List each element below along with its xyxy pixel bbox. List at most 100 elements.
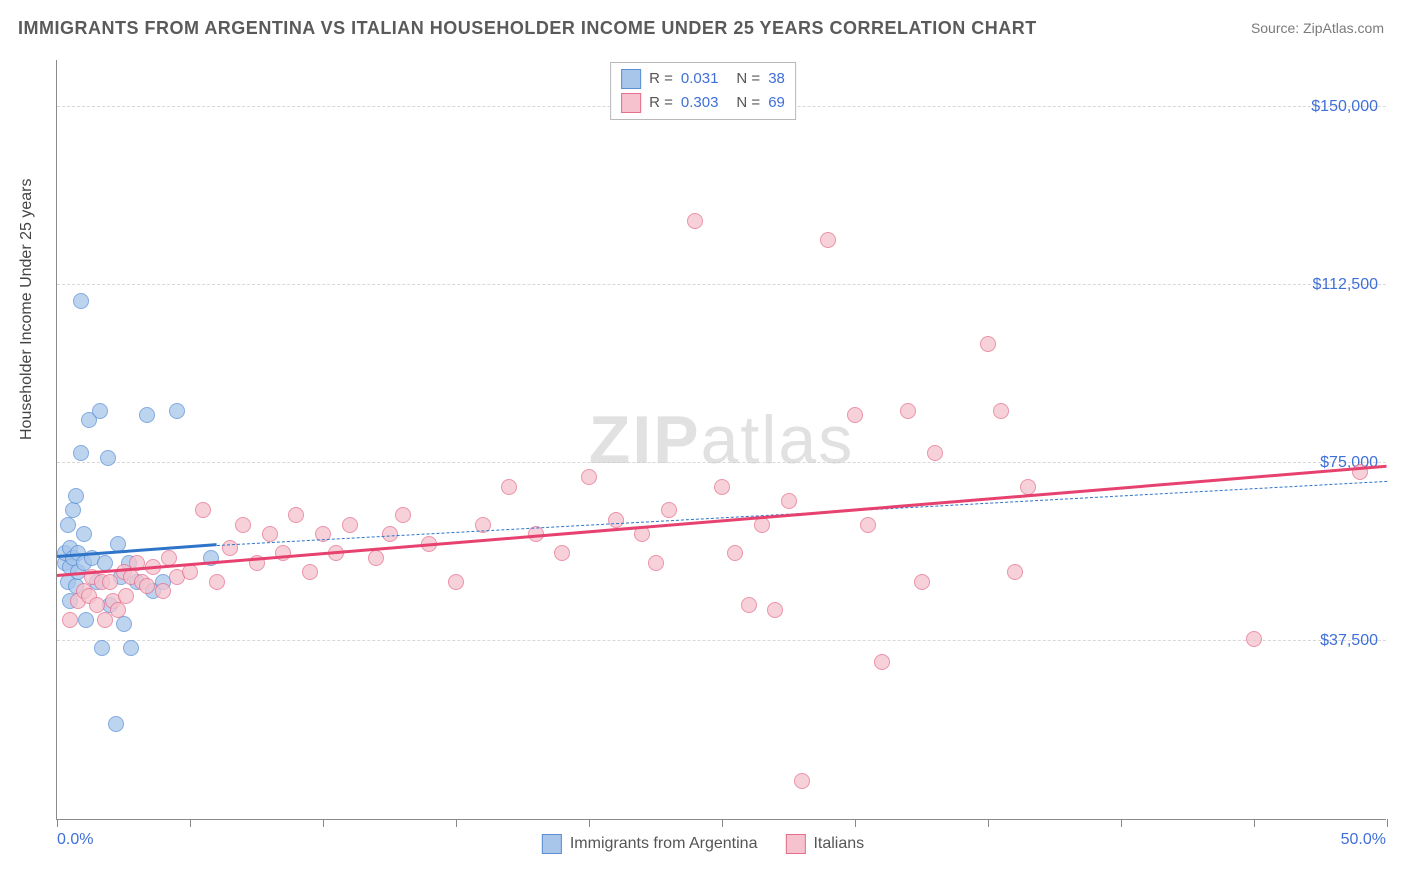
scatter-point <box>235 517 251 533</box>
watermark: ZIPatlas <box>589 401 854 479</box>
scatter-point <box>62 612 78 628</box>
scatter-point <box>116 616 132 632</box>
scatter-point <box>1007 564 1023 580</box>
scatter-point <box>342 517 358 533</box>
legend-n-label: N = <box>736 67 760 91</box>
scatter-point <box>100 450 116 466</box>
scatter-point <box>110 602 126 618</box>
x-max-label: 50.0% <box>1341 831 1386 849</box>
scatter-point <box>275 545 291 561</box>
legend-r-label: R = <box>649 67 673 91</box>
scatter-point <box>661 502 677 518</box>
scatter-point <box>860 517 876 533</box>
series-legend: Immigrants from Argentina Italians <box>542 834 864 854</box>
legend-swatch <box>542 834 562 854</box>
scatter-point <box>118 588 134 604</box>
scatter-point <box>68 488 84 504</box>
scatter-point <box>123 640 139 656</box>
scatter-point <box>581 469 597 485</box>
scatter-point <box>169 403 185 419</box>
scatter-point <box>97 555 113 571</box>
scatter-point <box>1246 631 1262 647</box>
y-axis-label: Householder Income Under 25 years <box>18 179 36 440</box>
x-min-label: 0.0% <box>57 831 93 849</box>
x-tick <box>589 819 590 827</box>
source-label: Source: ZipAtlas.com <box>1251 20 1384 36</box>
scatter-point <box>76 526 92 542</box>
scatter-point <box>781 493 797 509</box>
scatter-point <box>687 213 703 229</box>
scatter-point <box>92 403 108 419</box>
scatter-point <box>741 597 757 613</box>
x-tick <box>1387 819 1388 827</box>
scatter-point <box>794 773 810 789</box>
scatter-point <box>209 574 225 590</box>
scatter-point <box>820 232 836 248</box>
scatter-point <box>368 550 384 566</box>
scatter-plot-area: ZIPatlas $37,500$75,000$112,500$150,0000… <box>56 60 1386 820</box>
scatter-point <box>73 293 89 309</box>
x-tick <box>988 819 989 827</box>
legend-r-value: 0.031 <box>681 67 719 91</box>
scatter-point <box>608 512 624 528</box>
scatter-point <box>554 545 570 561</box>
scatter-point <box>900 403 916 419</box>
legend-item: Immigrants from Argentina <box>542 834 758 854</box>
legend-r-value: 0.303 <box>681 91 719 115</box>
x-tick <box>323 819 324 827</box>
scatter-point <box>767 602 783 618</box>
scatter-point <box>155 583 171 599</box>
scatter-point <box>302 564 318 580</box>
legend-stat-row: R = 0.303 N = 69 <box>621 91 785 115</box>
legend-swatch <box>621 93 641 113</box>
legend-label: Italians <box>813 835 864 853</box>
scatter-point <box>65 502 81 518</box>
scatter-point <box>914 574 930 590</box>
y-tick-label: $112,500 <box>1312 276 1378 294</box>
scatter-point <box>874 654 890 670</box>
scatter-point <box>727 545 743 561</box>
scatter-point <box>78 612 94 628</box>
scatter-point <box>927 445 943 461</box>
legend-n-label: N = <box>736 91 760 115</box>
scatter-point <box>382 526 398 542</box>
scatter-point <box>139 407 155 423</box>
scatter-point <box>648 555 664 571</box>
x-tick <box>190 819 191 827</box>
gridline <box>57 640 1386 641</box>
correlation-legend: R = 0.031 N = 38 R = 0.303 N = 69 <box>610 62 796 120</box>
scatter-point <box>108 716 124 732</box>
scatter-point <box>993 403 1009 419</box>
scatter-point <box>847 407 863 423</box>
legend-n-value: 69 <box>768 91 785 115</box>
legend-swatch <box>785 834 805 854</box>
scatter-point <box>714 479 730 495</box>
scatter-point <box>448 574 464 590</box>
x-tick <box>722 819 723 827</box>
legend-item: Italians <box>785 834 864 854</box>
x-tick <box>1254 819 1255 827</box>
y-tick-label: $150,000 <box>1311 98 1378 116</box>
scatter-point <box>222 540 238 556</box>
scatter-point <box>139 578 155 594</box>
scatter-point <box>980 336 996 352</box>
x-tick <box>456 819 457 827</box>
y-tick-label: $37,500 <box>1320 632 1378 650</box>
legend-r-label: R = <box>649 91 673 115</box>
scatter-point <box>501 479 517 495</box>
x-tick <box>855 819 856 827</box>
scatter-point <box>94 640 110 656</box>
legend-swatch <box>621 69 641 89</box>
scatter-point <box>73 445 89 461</box>
x-tick <box>1121 819 1122 827</box>
legend-n-value: 38 <box>768 67 785 91</box>
gridline <box>57 462 1386 463</box>
scatter-point <box>395 507 411 523</box>
scatter-point <box>262 526 278 542</box>
scatter-point <box>1020 479 1036 495</box>
x-tick <box>57 819 58 827</box>
gridline <box>57 284 1386 285</box>
legend-label: Immigrants from Argentina <box>570 835 758 853</box>
scatter-point <box>60 517 76 533</box>
scatter-point <box>182 564 198 580</box>
